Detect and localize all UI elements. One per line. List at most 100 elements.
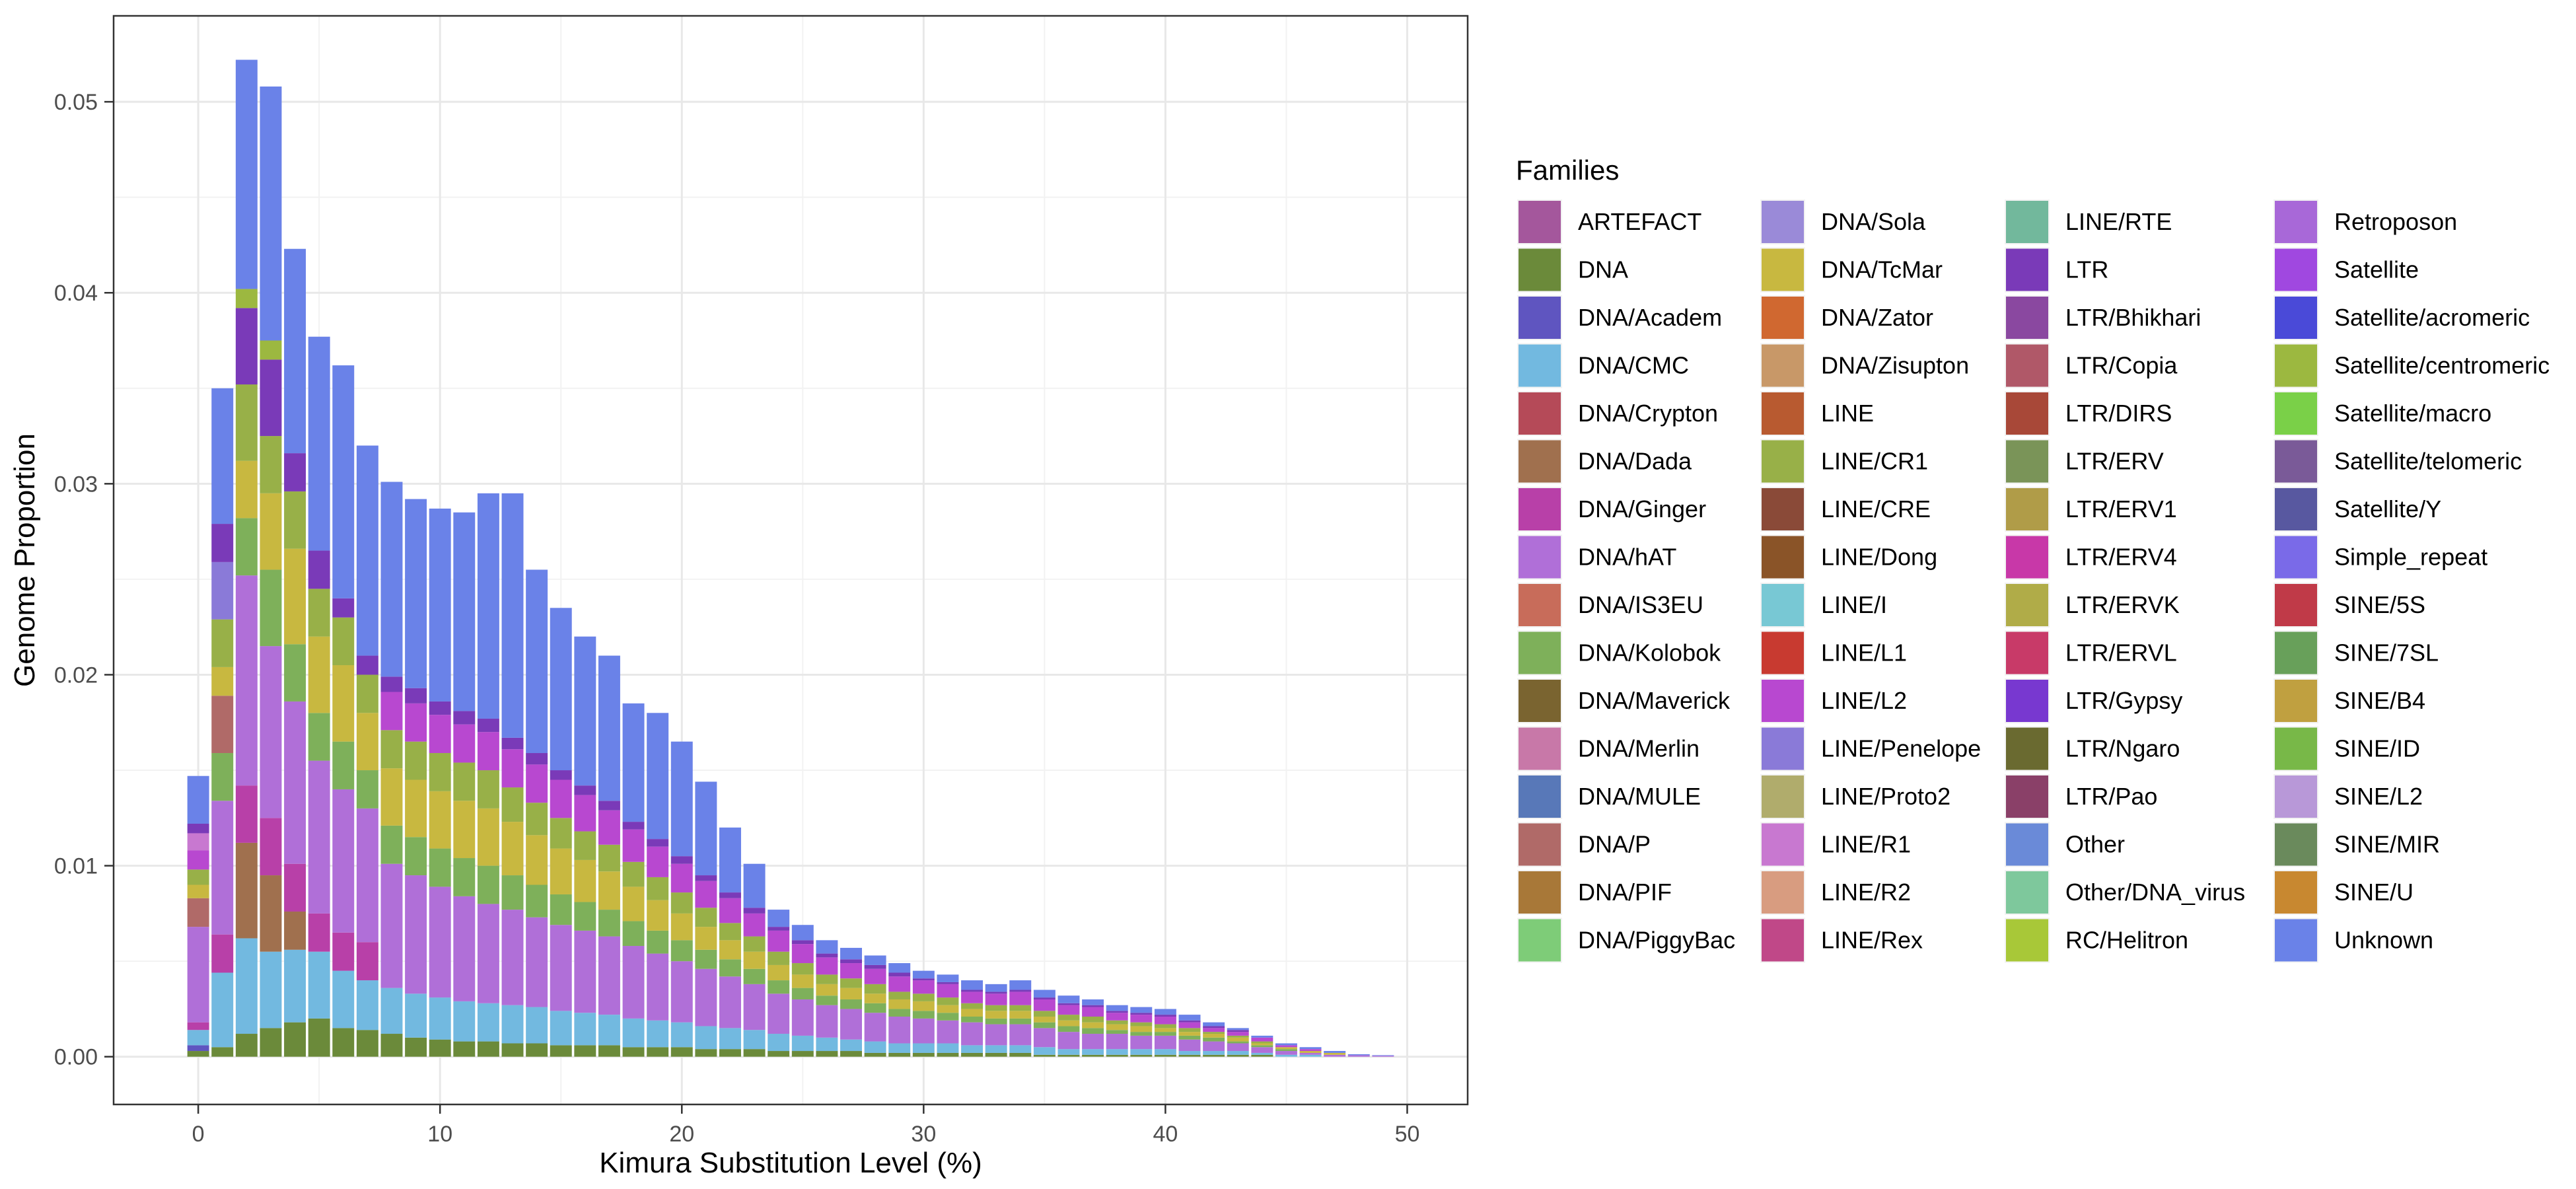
bar-segment	[1251, 1052, 1273, 1055]
bar-segment	[477, 808, 499, 866]
legend-item: Satellite/macro	[2273, 391, 2491, 436]
bar-segment	[864, 993, 886, 1003]
legend-key	[1519, 344, 1561, 387]
bar-segment	[1251, 1041, 1273, 1044]
legend-label: Other	[2065, 831, 2125, 858]
bar-segment	[695, 881, 717, 908]
bar-segment	[1057, 1015, 1080, 1021]
bar-segment	[598, 844, 620, 872]
bar-segment	[308, 1018, 330, 1057]
legend-key	[1762, 440, 1804, 483]
bar-segment	[453, 858, 476, 896]
bar-segment	[332, 789, 355, 933]
bar-segment	[719, 1049, 741, 1057]
bar-segment	[647, 713, 669, 840]
bar-segment	[647, 1020, 669, 1048]
legend-item: SINE/U	[2273, 870, 2414, 915]
bar-segment	[429, 508, 451, 702]
legend-key	[2275, 488, 2317, 530]
legend-item: SINE/B4	[2273, 678, 2425, 723]
bar-segment	[405, 499, 427, 688]
bar-segment	[1130, 1015, 1153, 1023]
bar-segment	[937, 984, 959, 998]
legend-item: DNA/PiggyBac	[1517, 918, 1735, 963]
legend-label: LTR	[2065, 256, 2108, 283]
bar-segment	[670, 1047, 693, 1057]
bar-segment	[187, 775, 209, 824]
bar-segment	[235, 575, 258, 786]
bar-segment	[791, 1051, 814, 1057]
bar-segment	[308, 951, 330, 1019]
bar-segment	[961, 1045, 984, 1053]
legend-item: Satellite/centromeric	[2273, 343, 2550, 388]
bar-segment	[574, 902, 596, 931]
bar-segment	[260, 1028, 282, 1057]
bar-segment	[405, 703, 427, 742]
bar-segment	[888, 999, 911, 1009]
bar-segment	[211, 619, 234, 667]
legend-key	[2275, 297, 2317, 339]
bar-segment	[187, 833, 209, 851]
bar-stack	[816, 940, 838, 1057]
bar-segment	[453, 512, 476, 711]
bar-segment	[1130, 1007, 1153, 1013]
bar-segment	[1227, 1037, 1249, 1042]
legend-item: LTR/ERV1	[2005, 487, 2177, 532]
bar-segment	[961, 1009, 984, 1017]
bar-segment	[260, 818, 282, 876]
legend-key	[2275, 584, 2317, 626]
bar-segment	[1251, 1054, 1273, 1057]
bar-segment	[1009, 1024, 1032, 1046]
bar-stack	[429, 508, 451, 1057]
bar-segment	[1154, 1024, 1176, 1028]
bar-stack	[961, 980, 984, 1057]
legend-title: Families	[1516, 155, 1619, 186]
y-tick-label: 0.02	[54, 663, 98, 688]
bar-segment	[1009, 990, 1032, 992]
legend-label: LTR/Bhikhari	[2065, 304, 2201, 331]
legend-label: DNA/Academ	[1578, 304, 1722, 331]
bar-segment	[211, 801, 234, 935]
bar-segment	[1227, 1051, 1249, 1055]
y-tick-label: 0.03	[54, 472, 98, 497]
bar-segment	[284, 644, 306, 702]
legend-key	[2006, 871, 2048, 914]
bar-segment	[308, 550, 330, 589]
bar-segment	[526, 1007, 548, 1044]
bar-segment	[308, 336, 330, 551]
plot-border	[112, 15, 1469, 1106]
bar-segment	[985, 1018, 1007, 1025]
bar-segment	[1106, 1054, 1128, 1057]
legend-label: LTR/ERVK	[2065, 591, 2180, 618]
bar-segment	[550, 818, 572, 849]
legend-key	[1762, 775, 1804, 818]
bar-segment	[308, 760, 330, 914]
bar-stack	[840, 947, 862, 1057]
bar-segment	[695, 875, 717, 881]
x-tick-label: 0	[192, 1122, 205, 1147]
bar-segment	[453, 711, 476, 725]
bar-segment	[356, 713, 378, 771]
bar-stack	[332, 365, 355, 1057]
bar-segment	[816, 940, 838, 954]
bar-stack	[574, 636, 596, 1057]
legend-item: DNA/Zisupton	[1760, 343, 1969, 388]
bar-segment	[743, 951, 766, 969]
bar-segment	[743, 1049, 766, 1057]
bar-stack	[768, 910, 790, 1057]
bar-segment	[719, 976, 741, 1028]
bar-segment	[526, 764, 548, 803]
bar-segment	[187, 1045, 209, 1052]
bar-segment	[380, 988, 403, 1034]
bar-segment	[380, 1034, 403, 1057]
bar-segment	[235, 1034, 258, 1057]
bar-segment	[1082, 1054, 1104, 1057]
legend-item: LTR/Bhikhari	[2005, 295, 2201, 340]
bar-segment	[1106, 1013, 1128, 1021]
bar-stack	[937, 974, 959, 1057]
legend-label: DNA/Kolobok	[1578, 639, 1721, 667]
legend-key	[2275, 201, 2317, 243]
bar-segment	[670, 961, 693, 1023]
bar-segment	[622, 829, 645, 862]
legend-item: LINE/I	[1760, 583, 1887, 628]
